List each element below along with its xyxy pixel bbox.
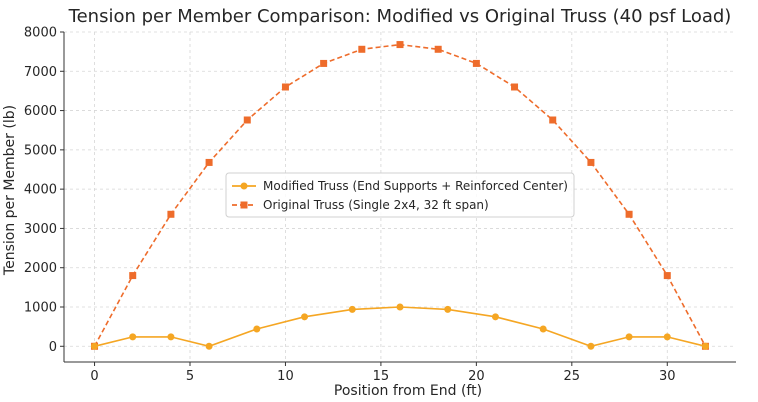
data-point-modified (396, 303, 404, 311)
data-point-original (434, 45, 442, 53)
data-point-original (396, 41, 404, 49)
data-point-original (358, 45, 366, 53)
y-tick-label: 4000 (24, 183, 57, 198)
data-point-original (549, 116, 557, 124)
legend-marker-original (240, 201, 248, 209)
data-point-original (625, 210, 633, 218)
legend-item-modified: Modified Truss (End Supports + Reinforce… (232, 179, 568, 193)
data-point-original (320, 59, 328, 67)
data-point-original (281, 83, 289, 91)
data-point-modified (625, 333, 633, 341)
y-tick-label: 0 (49, 340, 57, 355)
x-tick-label: 10 (277, 369, 294, 384)
x-tick-label: 15 (373, 369, 390, 384)
x-tick-label: 5 (186, 369, 194, 384)
data-point-modified (663, 333, 671, 341)
legend-item-original: Original Truss (Single 2x4, 32 ft span) (232, 198, 489, 212)
series-line-modified (94, 306, 706, 348)
data-point-original (511, 83, 519, 91)
data-point-original (205, 158, 213, 166)
legend: Modified Truss (End Supports + Reinforce… (225, 172, 575, 218)
data-point-modified (129, 333, 137, 341)
legend-label-original: Original Truss (Single 2x4, 32 ft span) (263, 198, 489, 212)
data-point-original (663, 272, 671, 280)
data-point-modified (301, 313, 309, 321)
data-point-modified (539, 325, 547, 333)
chart-title: Tension per Member Comparison: Modified … (68, 6, 732, 27)
y-axis-label: Tension per Member (lb) (2, 105, 18, 276)
data-point-original (129, 272, 137, 280)
data-point-original (243, 116, 251, 124)
y-tick-label: 8000 (24, 26, 57, 41)
data-point-modified (253, 325, 261, 333)
data-point-modified (91, 342, 99, 350)
data-point-original (587, 158, 595, 166)
data-point-modified (205, 342, 213, 350)
data-point-original (167, 210, 175, 218)
series-group (91, 41, 709, 350)
x-tick-label: 0 (90, 369, 98, 384)
legend-marker-modified (240, 182, 248, 190)
y-axis-ticks: 0 1000 2000 3000 4000 5000 6000 7000 8000 (24, 26, 64, 355)
x-axis-ticks: 0 5 10 15 20 25 30 (90, 362, 676, 384)
legend-box (225, 172, 575, 218)
data-point-modified (348, 305, 356, 313)
x-tick-label: 20 (468, 369, 485, 384)
data-point-modified (491, 313, 499, 321)
data-point-modified (701, 342, 709, 350)
data-point-modified (444, 305, 452, 313)
data-point-modified (587, 342, 595, 350)
y-tick-label: 6000 (24, 104, 57, 119)
y-tick-label: 2000 (24, 261, 57, 276)
y-tick-label: 1000 (24, 301, 57, 316)
data-point-modified (167, 333, 175, 341)
y-tick-label: 7000 (24, 65, 57, 80)
y-tick-label: 5000 (24, 143, 57, 158)
legend-label-modified: Modified Truss (End Supports + Reinforce… (263, 179, 568, 193)
data-point-original (472, 59, 480, 67)
y-tick-label: 3000 (24, 222, 57, 237)
x-tick-label: 30 (659, 369, 676, 384)
x-axis-label: Position from End (ft) (334, 383, 482, 399)
x-tick-label: 25 (564, 369, 581, 384)
